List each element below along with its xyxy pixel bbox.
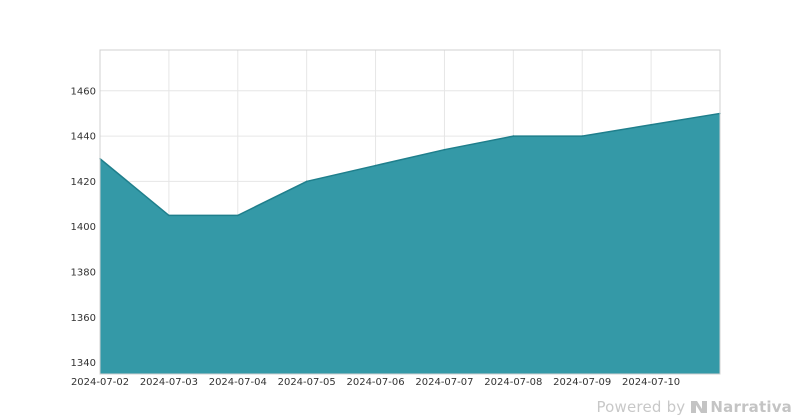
x-tick-label: 2024-07-03: [140, 377, 198, 388]
area-fill: [100, 113, 720, 375]
data-point: [236, 214, 239, 217]
x-tick-label: 2024-07-06: [346, 377, 404, 388]
series-line: [99, 112, 721, 217]
watermark-powered-by: Powered by: [596, 398, 686, 416]
y-tick-label: 1460: [71, 86, 96, 97]
data-point: [650, 123, 652, 126]
y-tick-label: 1440: [71, 132, 96, 143]
watermark: Powered by Narrativa: [596, 398, 792, 416]
plot-frame: [99, 49, 721, 375]
x-tick-label: 2024-07-05: [278, 377, 336, 388]
y-tick-label: 1340: [71, 358, 96, 369]
watermark-brand-name: Narrativa: [710, 398, 792, 416]
data-point: [581, 135, 584, 137]
narrativa-logo-icon: [691, 401, 708, 413]
watermark-brand: Narrativa: [690, 398, 792, 416]
x-tick-label: 2024-07-08: [484, 377, 542, 388]
data-point: [305, 180, 308, 183]
x-tick-label: 2024-07-04: [209, 377, 267, 388]
y-tick-label: 1360: [71, 313, 96, 324]
y-tick-label: 1400: [71, 222, 96, 233]
data-point: [443, 148, 446, 151]
y-tick-label: 1420: [71, 177, 96, 188]
x-tick-label: 2024-07-02: [71, 377, 129, 388]
x-tick-label: 2024-07-07: [415, 377, 473, 388]
x-tick-label: 2024-07-09: [553, 377, 611, 388]
y-tick-label: 1380: [71, 268, 96, 279]
data-point: [168, 214, 170, 217]
x-tick-label: 2024-07-10: [622, 377, 680, 388]
data-point: [374, 164, 377, 167]
data-point: [512, 135, 515, 137]
